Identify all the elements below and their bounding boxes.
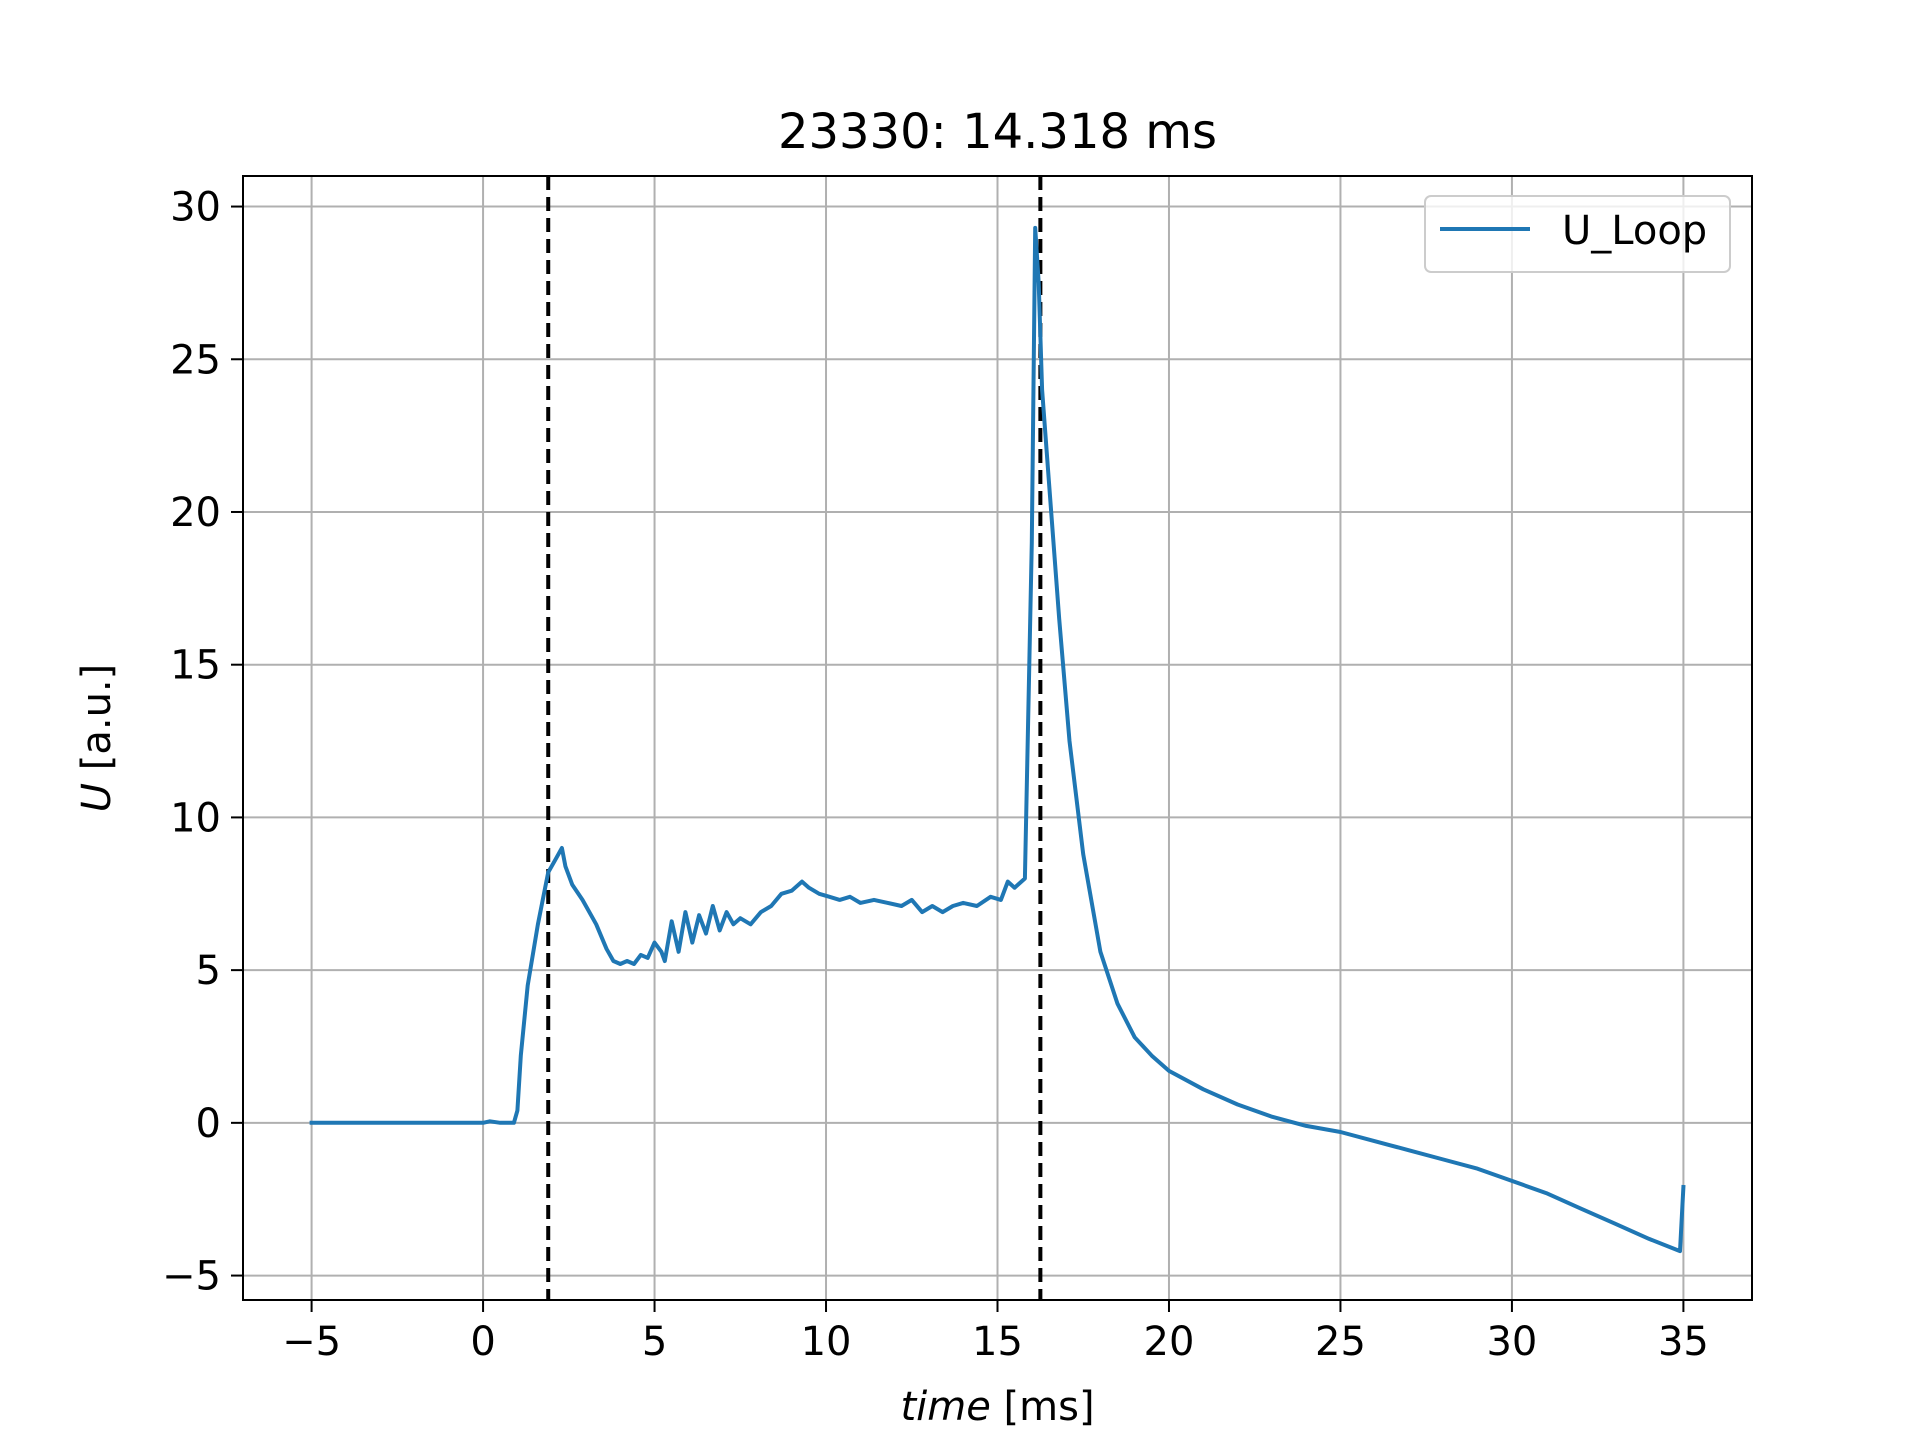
y-tick-label: 0 [196,1101,221,1147]
tick-layer: −5 0 5 10 15 20 25 30 35 −5 0 5 10 15 20 25 30 [162,185,1709,1365]
y-tick-label: 30 [170,185,221,231]
legend: U_Loop [1424,195,1731,273]
x-tick-label: 25 [1315,1319,1366,1365]
legend-label-u-loop: U_Loop [1562,208,1707,254]
x-axis-label-unit: [ms] [991,1384,1095,1430]
legend-box [1424,195,1731,273]
x-tick-label: 5 [642,1319,667,1365]
y-tick-label: 20 [170,490,221,536]
x-tick-label: 30 [1486,1319,1537,1365]
x-tick-label: 35 [1658,1319,1709,1365]
x-axis-label-name: time [900,1384,990,1430]
series-layer [309,225,1686,1254]
y-tick-label: −5 [162,1254,221,1300]
vline-layer [546,176,1043,1300]
y-tick-label: 10 [170,795,221,841]
y-axis-label-name: U [74,783,120,812]
y-tick-label: 15 [170,643,221,689]
grid-layer [243,176,1752,1300]
x-tick-label: 20 [1144,1319,1195,1365]
x-tick-label: −5 [282,1319,341,1365]
chart-title: 23330: 14.318 ms [778,104,1217,160]
y-tick-label: 5 [196,948,221,994]
x-tick-label: 0 [470,1319,495,1365]
y-axis-label: U [a.u.] [74,664,120,813]
x-tick-label: 15 [972,1319,1023,1365]
y-tick-label: 25 [170,337,221,383]
y-axis-label-unit: [a.u.] [74,664,120,783]
x-axis-label: time [ms] [900,1384,1094,1430]
x-tick-label: 10 [801,1319,852,1365]
series-line-u-loop [309,225,1686,1254]
